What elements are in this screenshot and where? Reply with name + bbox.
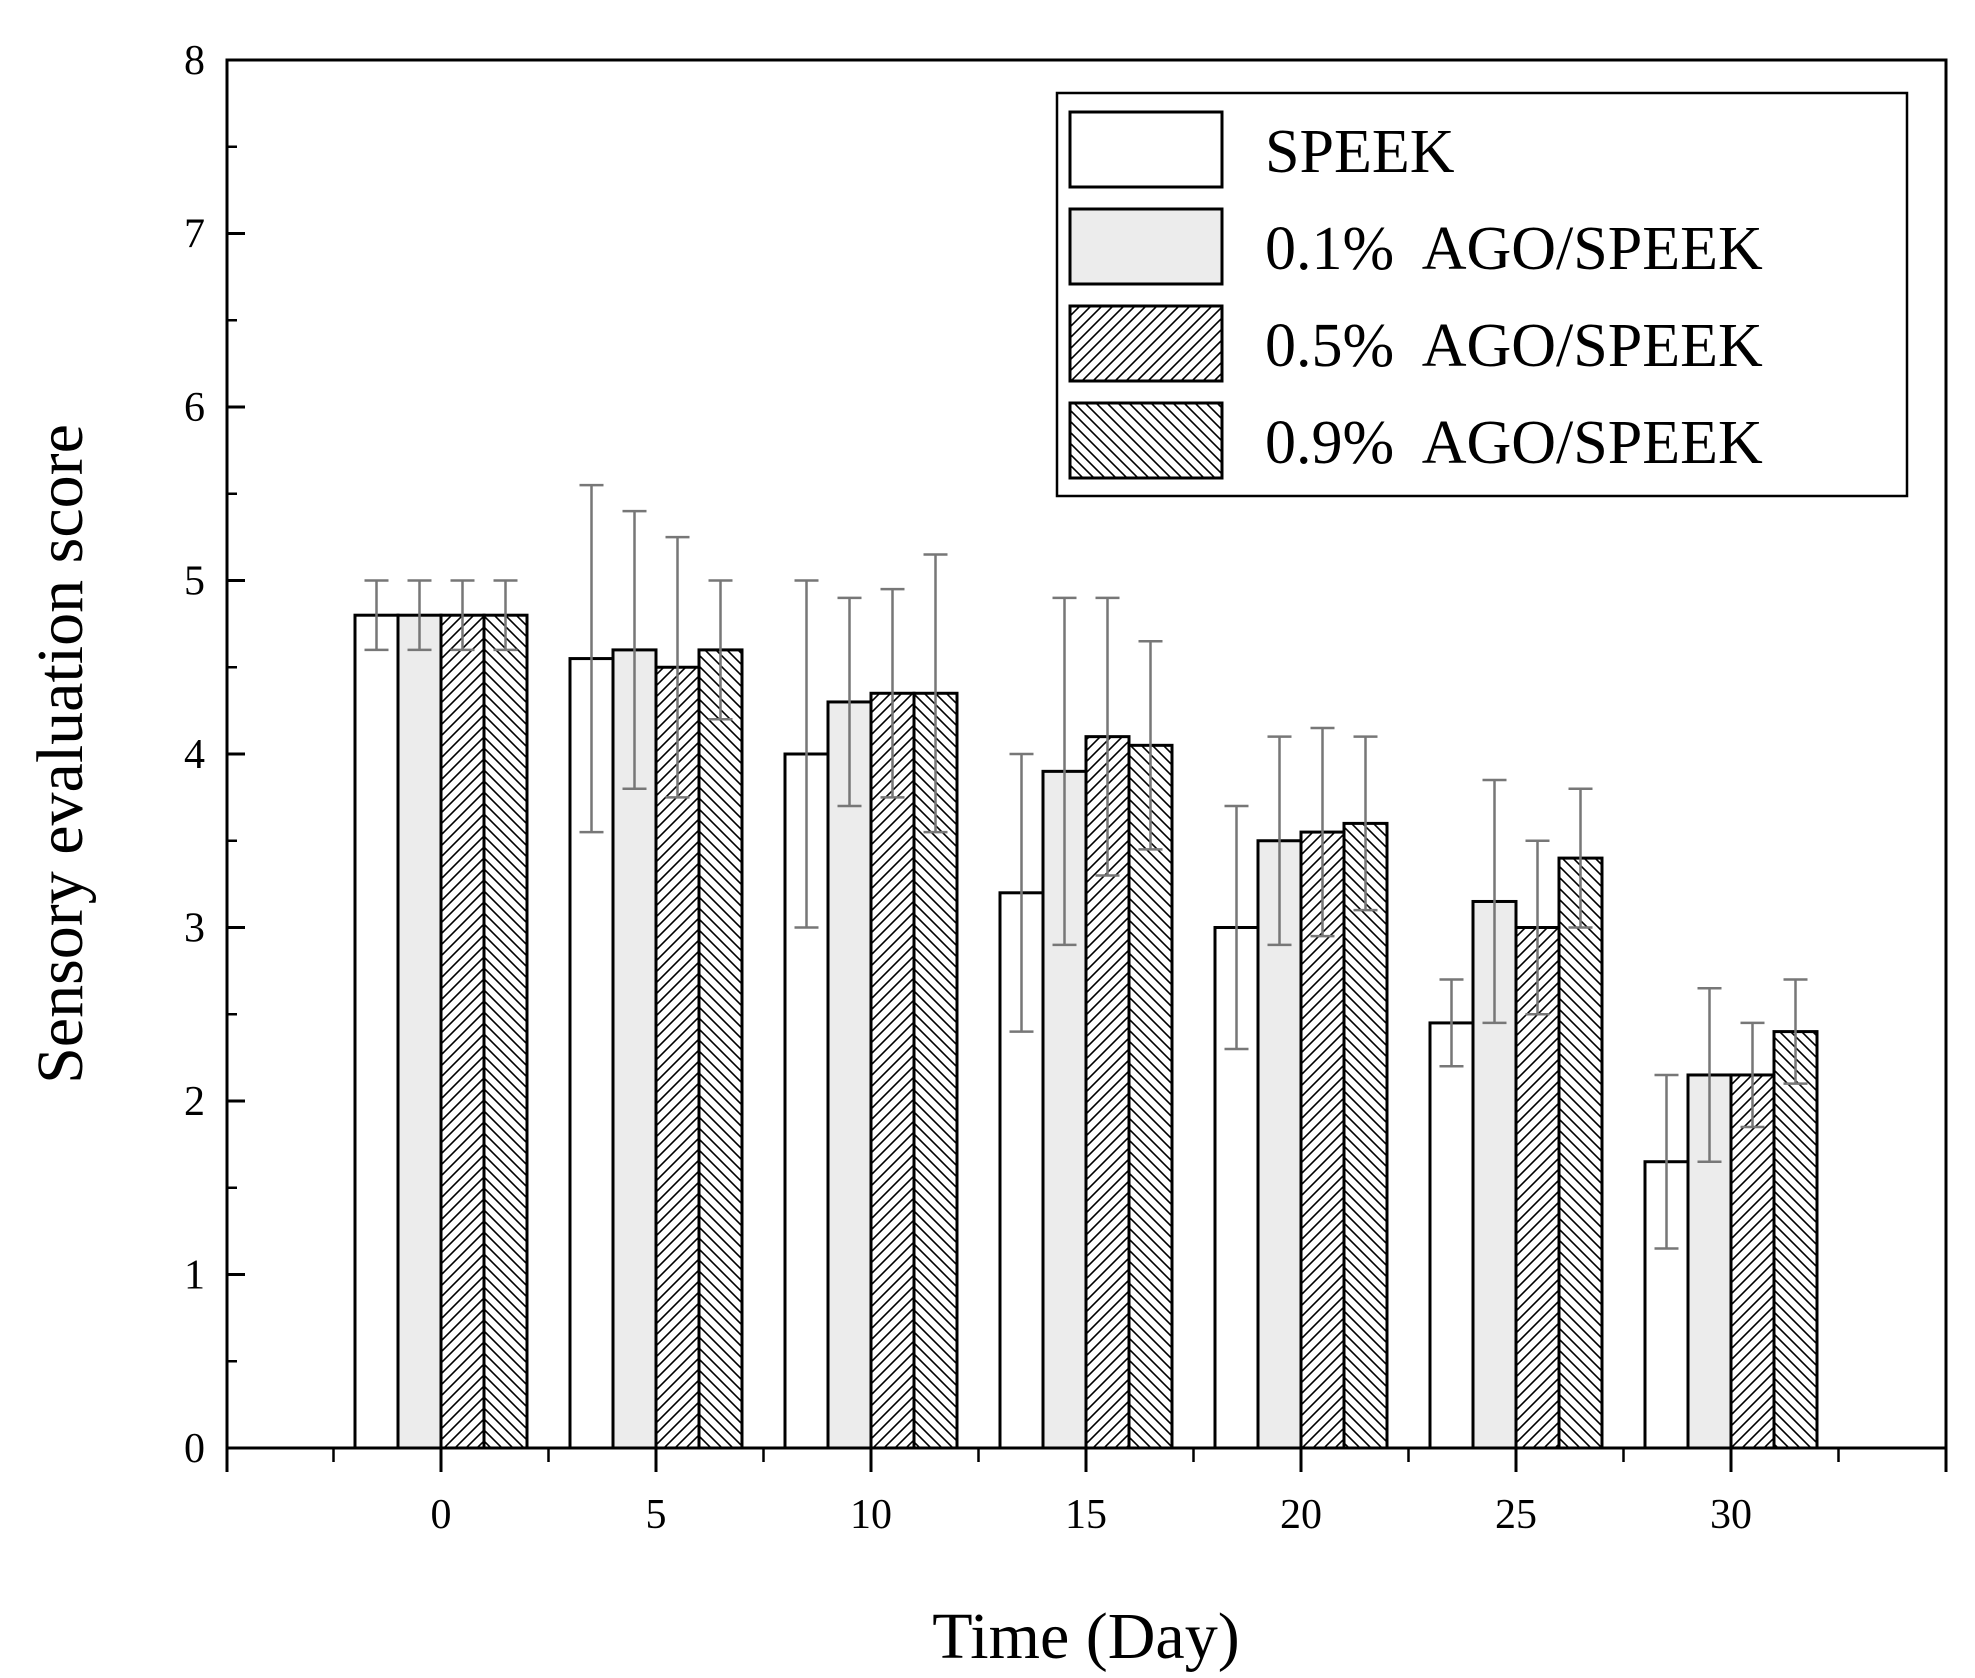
bar-0-9-ago-speek-day-30	[1774, 1032, 1817, 1448]
x-tick-label: 5	[646, 1492, 667, 1538]
bar-0-9-ago-speek-day-5	[699, 650, 742, 1448]
y-axis: 0 1 2 3 4 5 6 7 8	[184, 38, 245, 1472]
x-tick-label: 10	[850, 1492, 892, 1538]
x-axis: 0 5 10 15 20 25 30	[227, 1448, 1946, 1538]
y-tick-label: 2	[184, 1079, 205, 1125]
x-tick-label: 25	[1495, 1492, 1537, 1538]
legend-swatch-0-1-ago-speek	[1070, 209, 1222, 284]
y-tick-label: 5	[184, 559, 205, 605]
bar-speek-day-0	[355, 615, 398, 1448]
legend: SPEEK 0.1% AGO/SPEEK 0.5% AGO/SPEEK 0.9%…	[1057, 93, 1907, 496]
legend-label-0-5-ago-speek: 0.5% AGO/SPEEK	[1265, 312, 1763, 380]
legend-label-speek: SPEEK	[1265, 118, 1455, 186]
legend-swatch-0-5-ago-speek	[1070, 306, 1222, 381]
y-tick-label: 3	[184, 906, 205, 952]
bar-0-1-ago-speek-day-10	[828, 702, 871, 1448]
y-tick-label: 1	[184, 1253, 205, 1299]
bar-0-1-ago-speek-day-0	[398, 615, 441, 1448]
bar-0-5-ago-speek-day-10	[871, 693, 914, 1448]
y-tick-label: 7	[184, 212, 205, 258]
legend-swatch-0-9-ago-speek	[1070, 403, 1222, 478]
y-axis-title: Sensory evaluation score	[24, 424, 97, 1084]
bar-0-9-ago-speek-day-15	[1129, 745, 1172, 1448]
x-tick-label: 0	[431, 1492, 452, 1538]
y-tick-label: 4	[184, 732, 205, 778]
x-axis-title: Time (Day)	[932, 1600, 1239, 1673]
bar-0-9-ago-speek-day-0	[484, 615, 527, 1448]
legend-label-0-9-ago-speek: 0.9% AGO/SPEEK	[1265, 409, 1763, 477]
y-tick-label: 0	[184, 1426, 205, 1472]
legend-label-0-1-ago-speek: 0.1% AGO/SPEEK	[1265, 215, 1763, 283]
bar-chart: 0 1 2 3 4 5 6 7 8 0 5 10 15 20 25 30 Time (Day) Sensor…	[0, 0, 1975, 1678]
y-tick-label: 8	[184, 38, 205, 84]
x-tick-label: 15	[1065, 1492, 1107, 1538]
y-tick-label: 6	[184, 385, 205, 431]
bar-series-group	[355, 615, 1817, 1448]
x-tick-label: 30	[1710, 1492, 1752, 1538]
bar-0-9-ago-speek-day-25	[1559, 858, 1602, 1448]
bar-0-9-ago-speek-day-20	[1344, 823, 1387, 1448]
legend-swatch-speek	[1070, 112, 1222, 187]
bar-speek-day-25	[1430, 1023, 1473, 1448]
bar-0-5-ago-speek-day-30	[1731, 1075, 1774, 1448]
x-tick-label: 20	[1280, 1492, 1322, 1538]
bar-0-5-ago-speek-day-0	[441, 615, 484, 1448]
